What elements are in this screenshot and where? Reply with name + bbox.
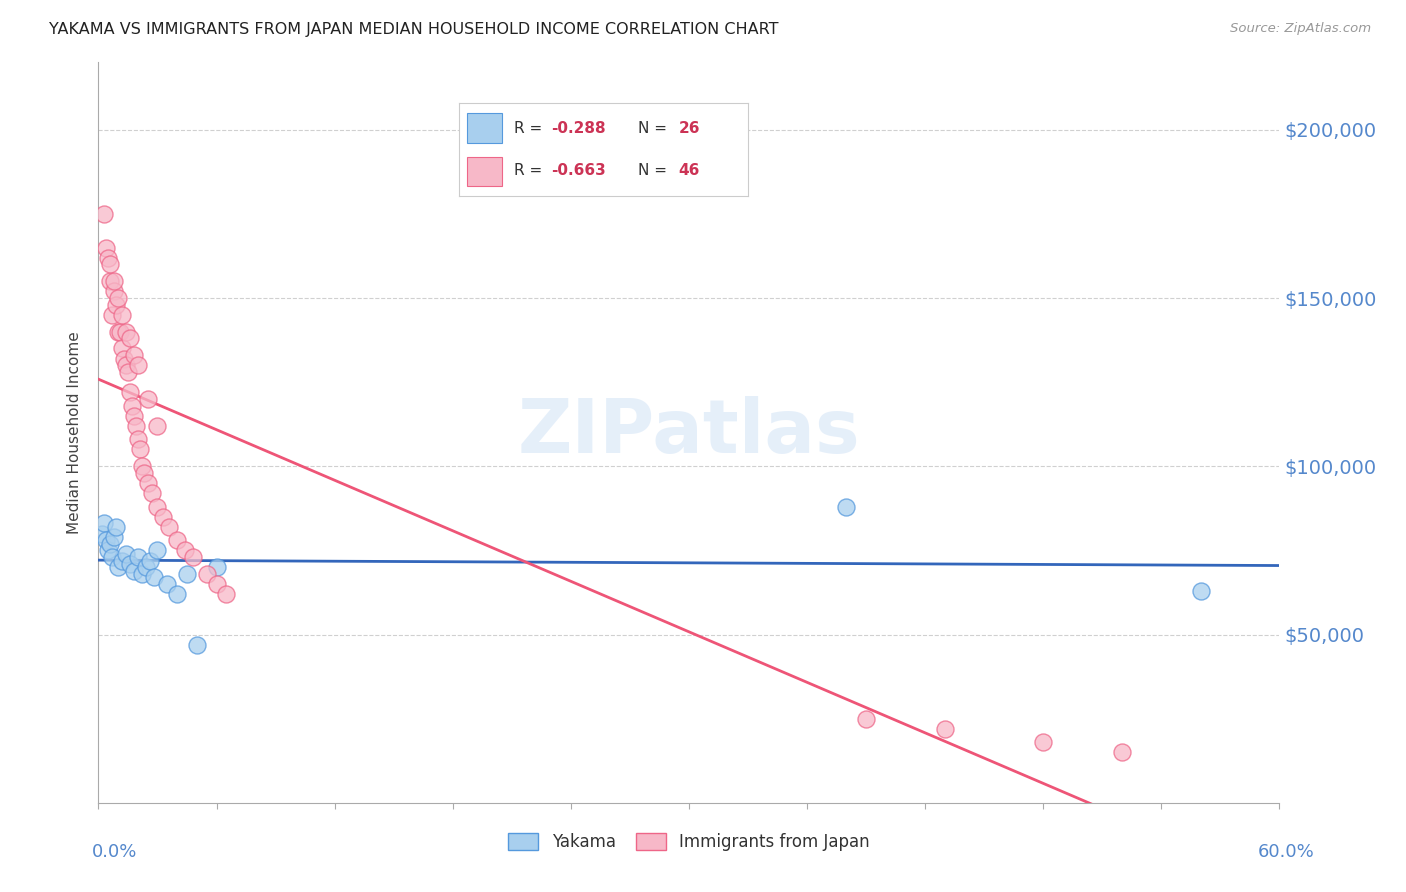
Point [96,240,118,255]
Point [146,418,169,433]
Point [135,560,157,574]
Point [174,543,197,558]
Point [121,399,143,413]
Point [136,476,159,491]
Point [132,466,155,480]
Point [101,308,124,322]
Point [131,459,153,474]
Point [118,557,141,571]
Point [128,442,150,457]
Point [98,536,121,550]
Point [186,638,208,652]
Point [131,566,153,581]
Point [855,712,877,726]
Point [1111,745,1133,759]
Y-axis label: Median Household Income: Median Household Income [67,331,83,534]
Point [111,553,134,567]
Point [103,274,125,288]
Point [97,251,120,265]
Point [117,365,139,379]
Point [205,577,228,591]
Point [105,298,128,312]
Point [195,566,218,581]
Legend: Yakama, Immigrants from Japan: Yakama, Immigrants from Japan [502,826,876,857]
Point [127,433,149,447]
Point [118,331,141,345]
Point [105,520,128,534]
Point [118,385,141,400]
Point [122,409,145,423]
Point [112,351,135,366]
Point [181,550,204,565]
Point [98,257,121,271]
Text: ZIPatlas: ZIPatlas [517,396,860,469]
Point [934,722,956,736]
Point [1032,735,1054,749]
Point [107,291,129,305]
Point [97,543,120,558]
Point [111,308,134,322]
Point [125,418,148,433]
Point [156,577,179,591]
Point [215,587,238,601]
Text: YAKAMA VS IMMIGRANTS FROM JAPAN MEDIAN HOUSEHOLD INCOME CORRELATION CHART: YAKAMA VS IMMIGRANTS FROM JAPAN MEDIAN H… [49,22,779,37]
Point [111,342,134,356]
Point [205,560,228,574]
Point [115,359,138,373]
Point [835,500,858,514]
Point [93,516,115,531]
Point [1189,583,1212,598]
Point [136,392,159,406]
Point [142,570,165,584]
Text: Source: ZipAtlas.com: Source: ZipAtlas.com [1230,22,1371,36]
Point [103,285,125,299]
Point [107,560,129,574]
Point [127,550,149,565]
Point [176,566,198,581]
Text: 0.0%: 0.0% [91,843,136,861]
Point [166,533,188,548]
Point [146,500,169,514]
Point [166,587,188,601]
Point [115,325,138,339]
Point [93,207,115,221]
Point [122,348,145,362]
Point [157,520,180,534]
Point [146,543,169,558]
Point [141,486,163,500]
Point [115,547,138,561]
Point [103,530,125,544]
Point [91,526,114,541]
Point [96,533,118,548]
Point [127,359,149,373]
Point [101,550,124,565]
Point [98,274,121,288]
Text: 60.0%: 60.0% [1258,843,1315,861]
Point [138,553,160,567]
Point [108,325,131,339]
Point [152,509,174,524]
Point [122,564,145,578]
Point [107,325,129,339]
